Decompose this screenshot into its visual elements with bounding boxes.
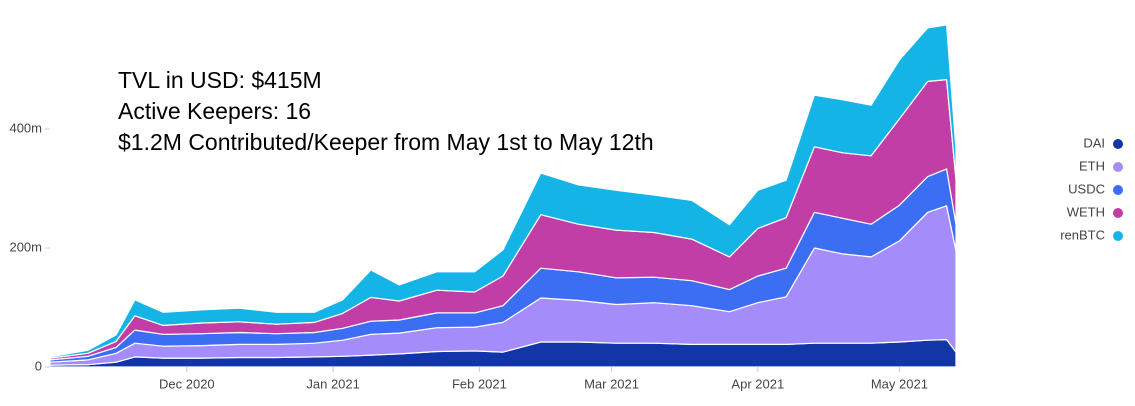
legend-label: DAI bbox=[1083, 135, 1105, 150]
y-tick-label: 200m bbox=[9, 239, 42, 254]
y-tick-label: 400m bbox=[9, 120, 42, 135]
legend-swatch bbox=[1113, 185, 1123, 195]
legend-label: renBTC bbox=[1060, 227, 1105, 242]
annotation: TVL in USD: $415M bbox=[118, 67, 322, 93]
area bbox=[49, 24, 957, 359]
x-tick-label: Mar 2021 bbox=[584, 376, 639, 391]
annotation: Active Keepers: 16 bbox=[118, 98, 311, 124]
x-tick-label: Feb 2021 bbox=[452, 376, 507, 391]
legend-swatch bbox=[1113, 139, 1123, 149]
legend-swatch bbox=[1113, 208, 1123, 218]
legend-swatch bbox=[1113, 162, 1123, 172]
legend-label: USDC bbox=[1068, 181, 1105, 196]
annotation: $1.2M Contributed/Keeper from May 1st to… bbox=[118, 129, 654, 155]
plot-area bbox=[49, 24, 957, 368]
legend-label: WETH bbox=[1067, 204, 1105, 219]
x-tick-label: Apr 2021 bbox=[731, 376, 784, 391]
x-tick-label: Jan 2021 bbox=[306, 376, 360, 391]
x-tick-label: May 2021 bbox=[871, 376, 928, 391]
y-tick-label: 0 bbox=[35, 358, 42, 373]
x-tick-label: Dec 2020 bbox=[159, 376, 215, 391]
legend-label: ETH bbox=[1079, 158, 1105, 173]
legend-swatch bbox=[1113, 231, 1123, 241]
